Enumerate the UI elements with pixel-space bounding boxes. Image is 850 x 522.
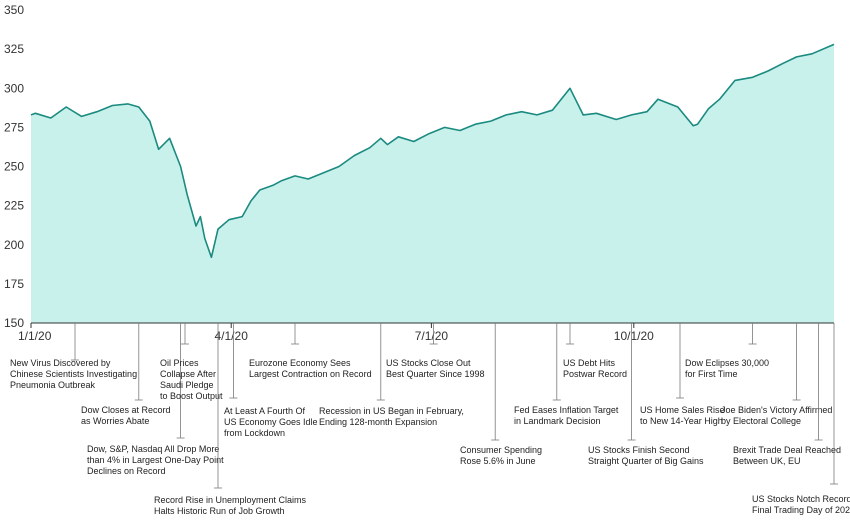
annotation-text: Ending 128-month Expansion bbox=[319, 417, 437, 427]
annotation-text: US Debt Hits bbox=[563, 358, 616, 368]
annotation-text: to New 14-Year High bbox=[640, 416, 723, 426]
annotation-text: Halts Historic Run of Job Growth bbox=[154, 506, 285, 516]
annotation-text: Between UK, EU bbox=[733, 456, 801, 466]
annotation-text: Oil Prices bbox=[160, 358, 199, 368]
x-tick-label: 1/1/20 bbox=[18, 329, 52, 343]
annotation-text: Declines on Record bbox=[87, 466, 166, 476]
annotation-text: for First Time bbox=[685, 369, 738, 379]
series-area-fill bbox=[31, 44, 834, 324]
x-axis: 1/1/20 4/1/20 7/1/20 10/1/20 bbox=[18, 322, 834, 343]
y-tick-label: 250 bbox=[4, 160, 24, 174]
annotation-text: to Boost Output bbox=[160, 391, 223, 401]
x-tick-label: 10/1/20 bbox=[614, 329, 654, 343]
annotation-text: in Landmark Decision bbox=[514, 416, 601, 426]
annotation-text: Record Rise in Unemployment Claims bbox=[154, 495, 307, 505]
annotation-text: At Least A Fourth Of bbox=[224, 406, 306, 416]
annotation-text: Saudi Pledge bbox=[160, 380, 214, 390]
x-tick-label: 4/1/20 bbox=[215, 329, 249, 343]
series-line bbox=[30, 43, 835, 259]
annotation-text: US Stocks Finish Second bbox=[588, 445, 690, 455]
annotation-text: from Lockdown bbox=[224, 428, 285, 438]
annotation-text: Fed Eases Inflation Target bbox=[514, 405, 619, 415]
x-tick-label: 7/1/20 bbox=[415, 329, 449, 343]
event-annotation: US Stocks Notch Records inFinal Trading … bbox=[752, 323, 850, 515]
annotation-text: Straight Quarter of Big Gains bbox=[588, 456, 704, 466]
annotation-text: Best Quarter Since 1998 bbox=[386, 369, 485, 379]
annotation-text: Joe Biden's Victory Affirmed bbox=[721, 405, 832, 415]
y-tick-label: 350 bbox=[4, 3, 24, 17]
annotation-text: Largest Contraction on Record bbox=[249, 369, 372, 379]
annotation-text: Rose 5.6% in June bbox=[460, 456, 536, 466]
y-tick-label: 150 bbox=[4, 316, 24, 330]
y-axis: 150 175 200 225 250 275 300 325 350 bbox=[4, 3, 24, 330]
annotation-text: Recession in US Began in February, bbox=[319, 406, 464, 416]
annotation-text: Chinese Scientists Investigating bbox=[10, 369, 137, 379]
annotation-text: Brexit Trade Deal Reached bbox=[733, 445, 841, 455]
y-tick-label: 325 bbox=[4, 42, 24, 56]
annotation-text: as Worries Abate bbox=[81, 416, 149, 426]
event-annotation: Recession in US Began in February,Ending… bbox=[319, 323, 464, 427]
annotation-text: Dow, S&P, Nasdaq All Drop More bbox=[87, 444, 219, 454]
annotation-text: Dow Eclipses 30,000 bbox=[685, 358, 769, 368]
annotation-text: Dow Closes at Record bbox=[81, 405, 171, 415]
y-tick-label: 300 bbox=[4, 81, 24, 95]
y-tick-label: 200 bbox=[4, 238, 24, 252]
area-layer bbox=[30, 43, 835, 324]
y-tick-label: 225 bbox=[4, 199, 24, 213]
annotation-text: by Electoral College bbox=[721, 416, 801, 426]
annotation-text: Collapse After bbox=[160, 369, 216, 379]
annotation-text: Eurozone Economy Sees bbox=[249, 358, 351, 368]
annotation-text: Consumer Spending bbox=[460, 445, 542, 455]
annotation-text: US Stocks Notch Records in bbox=[752, 494, 850, 504]
annotation-text: New Virus Discovered by bbox=[10, 358, 111, 368]
annotation-text: US Economy Goes Idle bbox=[224, 417, 318, 427]
annotation-text: Final Trading Day of 2020 bbox=[752, 505, 850, 515]
y-tick-label: 175 bbox=[4, 277, 24, 291]
annotation-text: US Stocks Close Out bbox=[386, 358, 471, 368]
annotation-text: US Home Sales Rise bbox=[640, 405, 725, 415]
y-tick-label: 275 bbox=[4, 120, 24, 134]
annotation-text: Postwar Record bbox=[563, 369, 627, 379]
annotation-text: Pneumonia Outbreak bbox=[10, 380, 96, 390]
event-annotation: Record Rise in Unemployment ClaimsHalts … bbox=[154, 323, 307, 516]
annotation-text: than 4% in Largest One-Day Point bbox=[87, 455, 224, 465]
